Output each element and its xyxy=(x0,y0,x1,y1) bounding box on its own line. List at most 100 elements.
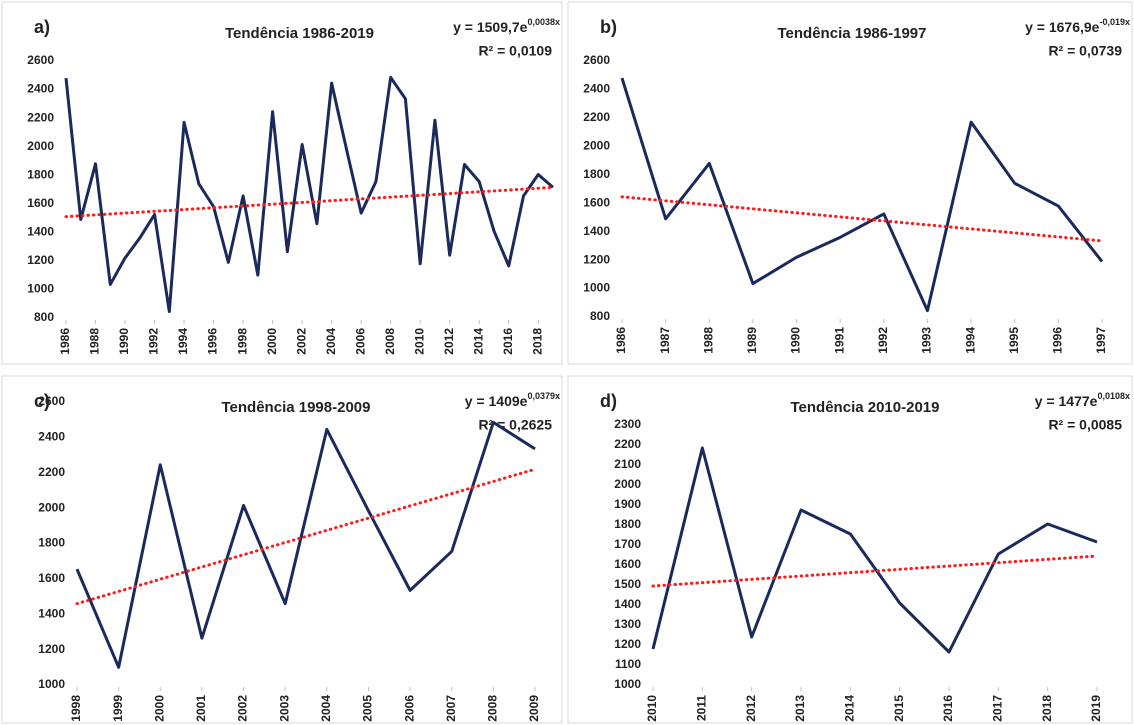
r-squared: R² = 0,2625 xyxy=(478,417,552,433)
y-tick-label: 2000 xyxy=(38,500,65,514)
x-tick-label: 2000 xyxy=(265,328,279,355)
y-tick-label: 1800 xyxy=(27,167,54,181)
x-tick-label: 1995 xyxy=(1007,327,1021,354)
x-tick-label: 1996 xyxy=(206,328,220,355)
data-line xyxy=(651,446,1098,654)
equation-exponent: 0,0038x xyxy=(527,17,560,27)
y-tick-label: 2600 xyxy=(38,394,65,408)
x-tick-label: 1992 xyxy=(876,327,890,354)
x-tick-label: 2001 xyxy=(194,695,208,722)
chart-title: Tendência 1986-2019 xyxy=(225,25,374,42)
equation: y = 1477e0,0108x xyxy=(1035,391,1130,408)
x-tick-label: 1999 xyxy=(111,695,125,722)
y-tick-label: 1900 xyxy=(614,497,641,511)
x-tick-label: 2012 xyxy=(744,695,758,722)
data-line xyxy=(620,77,1104,313)
x-tick-label: 1993 xyxy=(920,327,934,354)
y-tick-label: 1500 xyxy=(614,577,641,591)
x-tick-label: 2015 xyxy=(892,695,906,722)
x-tick-label: 2002 xyxy=(236,695,250,722)
x-tick-label: 1992 xyxy=(147,328,161,355)
y-tick-label: 1400 xyxy=(27,225,54,239)
panel-label: a) xyxy=(34,17,50,37)
chart-title: Tendência 1986-1997 xyxy=(778,25,927,42)
y-tick-label: 1200 xyxy=(27,253,54,267)
x-tick-label: 2019 xyxy=(1089,695,1103,722)
x-tick-label: 2010 xyxy=(412,328,426,355)
y-tick-label: 1100 xyxy=(615,657,641,671)
data-line xyxy=(64,75,554,314)
x-tick-label: 2007 xyxy=(444,695,458,722)
x-tick-label: 2003 xyxy=(277,695,291,722)
x-tick-label: 1994 xyxy=(176,328,190,355)
x-tick-label: 2004 xyxy=(319,695,333,722)
chart-title: Tendência 1998-2009 xyxy=(222,399,371,416)
data-line xyxy=(75,420,536,669)
x-tick-label: 2014 xyxy=(843,695,857,722)
y-tick-label: 2300 xyxy=(614,417,641,431)
r-squared: R² = 0,0739 xyxy=(1048,43,1122,59)
panel-border xyxy=(567,375,1133,724)
x-tick-label: 2005 xyxy=(361,695,375,722)
y-tick-label: 2200 xyxy=(38,465,65,479)
y-tick-label: 2400 xyxy=(583,82,610,96)
x-tick-label: 2006 xyxy=(353,328,367,355)
panel-border xyxy=(1,375,563,724)
x-tick-label: 2016 xyxy=(501,328,515,355)
y-tick-label: 1200 xyxy=(583,252,610,266)
x-tick-label: 2008 xyxy=(486,695,500,722)
x-tick-label: 1998 xyxy=(69,695,83,722)
r-squared: R² = 0,0109 xyxy=(478,43,552,59)
x-tick-label: 2004 xyxy=(324,328,338,355)
chart-panel: b) Tendência 1986-1997 y = 1676,9e-0,019x R… xyxy=(567,1,1133,365)
y-tick-label: 1400 xyxy=(614,597,641,611)
x-tick-label: 2016 xyxy=(941,695,955,722)
equation-exponent: -0,019x xyxy=(1099,17,1130,27)
y-tick-label: 1000 xyxy=(614,677,641,691)
x-tick-label: 1989 xyxy=(745,327,759,354)
panel-label: d) xyxy=(600,391,617,411)
y-tick-label: 2200 xyxy=(583,110,610,124)
y-tick-label: 2200 xyxy=(614,437,641,451)
x-tick-label: 1994 xyxy=(963,327,977,354)
x-tick-label: 1987 xyxy=(658,327,672,354)
y-tick-label: 1800 xyxy=(614,517,641,531)
x-tick-label: 2014 xyxy=(471,328,485,355)
y-tick-label: 1800 xyxy=(38,536,65,550)
x-tick-label: 2002 xyxy=(294,328,308,355)
chart-panel: d) Tendência 2010-2019 y = 1477e0,0108x R² … xyxy=(567,375,1133,724)
equation: y = 1676,9e-0,019x xyxy=(1025,17,1130,34)
equation-exponent: 0,0108x xyxy=(1097,391,1130,401)
equation: y = 1509,7e0,0038x xyxy=(453,17,560,34)
x-tick-label: 2006 xyxy=(402,695,416,722)
equation-base: y = 1477e xyxy=(1035,393,1098,409)
x-tick-label: 2000 xyxy=(152,695,166,722)
y-tick-label: 1600 xyxy=(583,195,610,209)
x-tick-label: 1986 xyxy=(58,328,72,355)
panel-border xyxy=(567,1,1133,365)
panel-label: b) xyxy=(600,17,617,37)
y-tick-label: 1300 xyxy=(614,617,641,631)
chart-title: Tendência 2010-2019 xyxy=(791,399,940,416)
y-tick-label: 1200 xyxy=(38,642,65,656)
y-tick-label: 1700 xyxy=(614,537,641,551)
y-tick-label: 2600 xyxy=(583,53,610,67)
x-tick-label: 1990 xyxy=(117,328,131,355)
y-tick-label: 1000 xyxy=(27,282,54,296)
x-tick-label: 1997 xyxy=(1094,327,1108,354)
y-tick-label: 1000 xyxy=(583,281,610,295)
y-tick-label: 1800 xyxy=(583,167,610,181)
y-tick-label: 2600 xyxy=(27,53,54,67)
x-tick-label: 1991 xyxy=(832,327,846,354)
y-tick-label: 800 xyxy=(34,310,54,324)
x-tick-label: 1998 xyxy=(235,328,249,355)
y-tick-label: 1400 xyxy=(38,606,65,620)
y-tick-label: 2000 xyxy=(614,477,641,491)
y-tick-label: 2000 xyxy=(27,139,54,153)
y-tick-label: 2400 xyxy=(38,430,65,444)
x-tick-label: 2012 xyxy=(442,328,456,355)
r-squared: R² = 0,0085 xyxy=(1048,417,1122,433)
x-tick-label: 1988 xyxy=(88,328,102,355)
chart-panel: a) Tendência 1986-2019 y = 1509,7e0,0038x R… xyxy=(1,1,563,365)
